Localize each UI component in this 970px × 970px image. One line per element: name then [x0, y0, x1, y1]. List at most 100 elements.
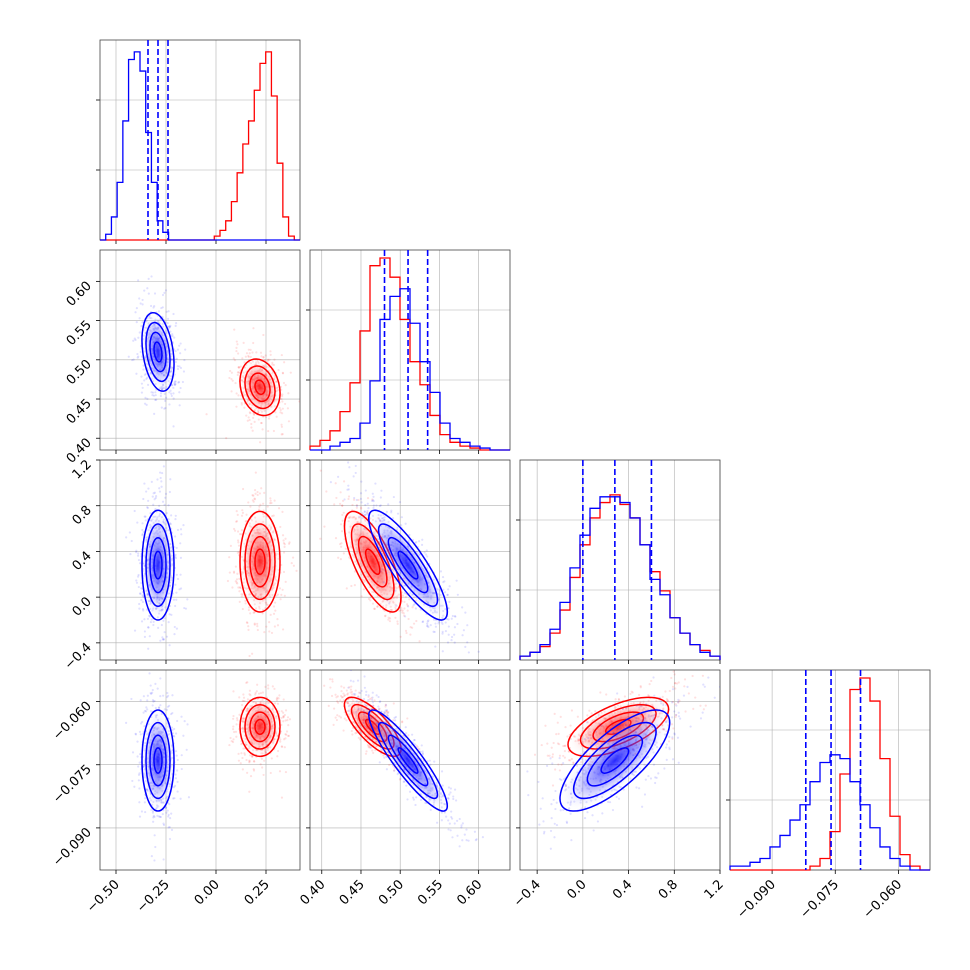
red-sample-point [255, 690, 258, 693]
red-sample-point [274, 411, 277, 414]
blue-sample-point [143, 618, 146, 621]
blue-sample-point [143, 379, 146, 382]
blue-sample-point [151, 394, 154, 397]
blue-sample-point [165, 310, 168, 313]
red-sample-point [278, 406, 281, 410]
red-sample-point [282, 570, 286, 574]
red-sample-point [277, 697, 280, 700]
red-sample-point [232, 738, 235, 741]
blue-sample-point [450, 639, 453, 642]
red-sample-point [335, 718, 339, 722]
panel-frame [99, 39, 301, 241]
red-sample-point [384, 703, 387, 706]
red-sample-point [280, 394, 284, 398]
blue-sample-point [170, 812, 173, 815]
red-sample-point [343, 694, 346, 698]
blue-sample-point [362, 514, 365, 517]
red-sample-point [249, 694, 252, 697]
red-sample-point [273, 625, 276, 628]
blue-sample-point [383, 711, 386, 715]
blue-sample-point [135, 307, 138, 310]
red-sample-point [276, 749, 280, 753]
red-sample-point [232, 725, 235, 728]
red-sample-point [252, 500, 255, 503]
blue-sample-point [150, 692, 153, 696]
red-contour [357, 535, 388, 588]
red-sample-point [350, 690, 354, 694]
blue-sample-point [154, 682, 157, 685]
panel-1-0 [96, 249, 301, 454]
red-sample-point [276, 696, 279, 699]
blue-sample-point [433, 630, 436, 634]
blue-sample-point [167, 694, 170, 697]
red-contour [239, 510, 281, 613]
red-sample-point [237, 366, 240, 369]
blue-sample-point [173, 383, 177, 387]
red-sample-point [281, 371, 284, 374]
red-sample-point [283, 594, 286, 597]
red-sample-point [342, 511, 345, 514]
red-sample-point [387, 616, 390, 619]
blue-sample-point [161, 638, 164, 641]
red-sample-point [276, 702, 280, 705]
blue-sample-point [154, 398, 157, 402]
panel-content [125, 465, 298, 658]
blue-sample-point [135, 581, 139, 584]
red-sample-point [362, 588, 366, 591]
red-sample-point [245, 681, 248, 684]
panel-1-1 [306, 249, 511, 454]
red-sample-point [280, 716, 283, 720]
red-sample-point [262, 509, 265, 512]
red-sample-point [367, 695, 370, 698]
red-sample-point [282, 542, 286, 545]
red-sample-point [367, 745, 370, 748]
blue-sample-point [375, 504, 378, 507]
blue-sample-point [178, 404, 181, 407]
red-sample-point [398, 778, 402, 781]
red-sample-point [342, 699, 345, 702]
red-sample-point [360, 507, 363, 510]
blue-sample-point [179, 542, 182, 545]
blue-sample-point [174, 380, 177, 383]
blue-sample-point [143, 725, 146, 728]
red-sample-point [331, 680, 334, 683]
blue-sample-point [180, 754, 183, 757]
blue-sample-point [367, 507, 370, 510]
blue-sample-point [167, 813, 170, 816]
red-sample-point [235, 349, 238, 353]
red-sample-point [330, 694, 334, 698]
blue-sample-point [169, 330, 172, 333]
red-sample-point [279, 738, 282, 741]
red-sample-point [368, 698, 372, 701]
blue-sample-point [138, 815, 142, 818]
blue-sample-point [149, 304, 153, 308]
red-sample-point [282, 381, 286, 385]
blue-sample-point [173, 382, 176, 385]
red-sample-point [245, 352, 249, 355]
red-sample-point [230, 390, 233, 393]
red-sample-point [270, 501, 273, 505]
red-sample-point [256, 493, 259, 497]
blue-contour [141, 709, 175, 812]
red-sample-point [285, 730, 289, 733]
blue-sample-point [432, 630, 435, 633]
red-sample-point [357, 736, 360, 739]
red-sample-point [260, 487, 263, 490]
red-histogram [309, 257, 510, 451]
blue-sample-point [169, 523, 172, 526]
panel-frame [729, 669, 931, 871]
red-sample-point [237, 366, 240, 369]
blue-sample-point [140, 382, 144, 385]
red-sample-point [229, 544, 232, 547]
blue-sample-point [396, 512, 400, 515]
blue-sample-point [408, 533, 411, 537]
red-sample-point [346, 693, 349, 696]
blue-sample-point [139, 699, 142, 702]
red-sample-point [268, 358, 271, 361]
red-sample-point [239, 762, 242, 765]
red-sample-point [281, 400, 284, 403]
blue-sample-point [146, 506, 149, 509]
blue-sample-point [141, 303, 144, 306]
red-sample-point [255, 351, 258, 354]
blue-sample-point [186, 598, 189, 601]
